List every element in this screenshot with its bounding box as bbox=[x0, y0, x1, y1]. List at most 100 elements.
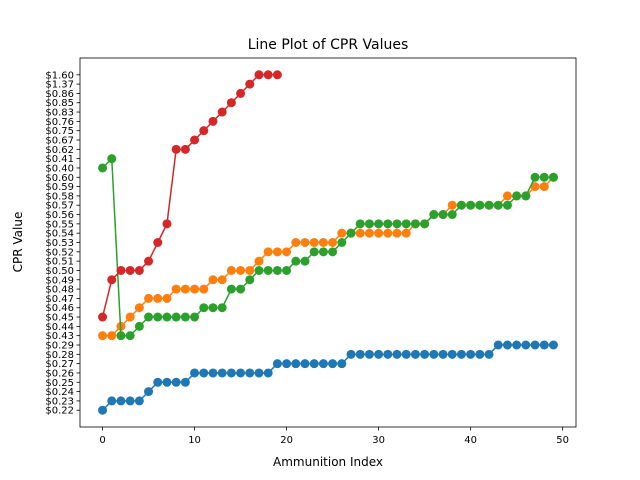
data-point bbox=[236, 265, 246, 275]
y-tick-label: $0.25 bbox=[45, 378, 74, 389]
data-point bbox=[125, 312, 135, 322]
y-tick-label: $0.43 bbox=[45, 331, 74, 342]
data-point bbox=[539, 340, 549, 350]
data-point bbox=[337, 228, 347, 238]
y-tick-label: $0.55 bbox=[45, 219, 74, 230]
data-point bbox=[530, 340, 540, 350]
data-point bbox=[208, 368, 218, 378]
data-point bbox=[383, 228, 393, 238]
data-point bbox=[116, 331, 126, 341]
data-point bbox=[392, 228, 402, 238]
data-point bbox=[493, 200, 503, 210]
data-point bbox=[199, 303, 209, 313]
data-point bbox=[272, 70, 282, 80]
data-point bbox=[171, 377, 181, 387]
data-point bbox=[134, 396, 144, 406]
data-point bbox=[447, 210, 457, 220]
data-point bbox=[420, 349, 430, 359]
data-point bbox=[438, 349, 448, 359]
data-point bbox=[401, 349, 411, 359]
data-point bbox=[300, 256, 310, 266]
data-point bbox=[364, 349, 374, 359]
data-point bbox=[153, 238, 163, 247]
data-point bbox=[134, 321, 144, 331]
y-tick-label: $0.85 bbox=[45, 98, 74, 109]
data-point bbox=[456, 200, 466, 210]
data-point bbox=[217, 368, 227, 378]
data-point bbox=[245, 275, 255, 285]
data-point bbox=[364, 228, 374, 238]
y-tick-label: $0.67 bbox=[45, 136, 74, 147]
data-point bbox=[107, 331, 117, 341]
data-point bbox=[180, 312, 190, 322]
data-point bbox=[282, 265, 292, 275]
y-tick-label: $0.83 bbox=[45, 108, 74, 119]
data-point bbox=[190, 368, 200, 378]
data-point bbox=[171, 144, 181, 154]
y-tick-label: $0.50 bbox=[45, 266, 74, 277]
y-axis-label: CPR Value bbox=[11, 212, 25, 273]
data-point bbox=[539, 182, 549, 192]
data-point bbox=[226, 284, 236, 294]
data-point bbox=[401, 219, 411, 229]
data-point bbox=[125, 265, 135, 275]
data-point bbox=[162, 312, 172, 322]
data-point bbox=[502, 340, 512, 350]
y-tick-label: $0.51 bbox=[45, 257, 74, 268]
data-point bbox=[226, 368, 236, 378]
data-point bbox=[236, 88, 246, 98]
y-tick-label: $0.41 bbox=[45, 154, 74, 165]
y-tick-label: $0.86 bbox=[45, 89, 74, 100]
data-point bbox=[208, 116, 218, 126]
data-point bbox=[208, 303, 218, 313]
data-point bbox=[171, 312, 181, 322]
data-point bbox=[144, 312, 154, 322]
data-point bbox=[125, 331, 135, 341]
data-point bbox=[208, 275, 218, 285]
y-tick-label: $0.28 bbox=[45, 350, 74, 361]
data-point bbox=[180, 377, 190, 387]
data-point bbox=[410, 349, 420, 359]
data-point bbox=[374, 219, 384, 229]
data-point bbox=[548, 340, 558, 350]
data-point bbox=[199, 126, 209, 136]
x-tick-label: 50 bbox=[556, 435, 569, 446]
data-point bbox=[337, 238, 347, 247]
data-point bbox=[521, 340, 531, 350]
y-tick-label: $0.49 bbox=[45, 275, 74, 286]
x-tick-label: 30 bbox=[372, 435, 385, 446]
data-point bbox=[291, 256, 301, 266]
data-point bbox=[447, 349, 457, 359]
data-point bbox=[346, 349, 356, 359]
data-point bbox=[309, 247, 319, 257]
x-tick-label: 0 bbox=[99, 435, 105, 446]
data-point bbox=[272, 265, 282, 275]
y-tick-label: $0.40 bbox=[45, 163, 74, 174]
data-point bbox=[125, 396, 135, 406]
data-point bbox=[272, 359, 282, 369]
data-point bbox=[98, 331, 108, 341]
data-point bbox=[401, 228, 411, 238]
data-point bbox=[217, 303, 227, 313]
data-point bbox=[282, 247, 292, 257]
y-tick-label: $0.48 bbox=[45, 285, 74, 296]
data-point bbox=[475, 349, 485, 359]
data-point bbox=[383, 349, 393, 359]
y-tick-label: $0.62 bbox=[45, 145, 74, 156]
data-point bbox=[456, 349, 466, 359]
data-point bbox=[254, 70, 264, 80]
y-tick-label: $0.29 bbox=[45, 341, 74, 352]
data-point bbox=[107, 396, 117, 406]
y-tick-label: $0.47 bbox=[45, 294, 74, 305]
y-tick-label: $0.23 bbox=[45, 396, 74, 407]
data-point bbox=[144, 293, 154, 303]
data-point bbox=[226, 265, 236, 275]
data-point bbox=[98, 405, 108, 415]
data-point bbox=[318, 359, 328, 369]
data-point bbox=[548, 172, 558, 182]
data-point bbox=[263, 70, 273, 80]
data-point bbox=[236, 368, 246, 378]
data-point bbox=[180, 144, 190, 154]
y-tick-label: $0.56 bbox=[45, 210, 74, 221]
